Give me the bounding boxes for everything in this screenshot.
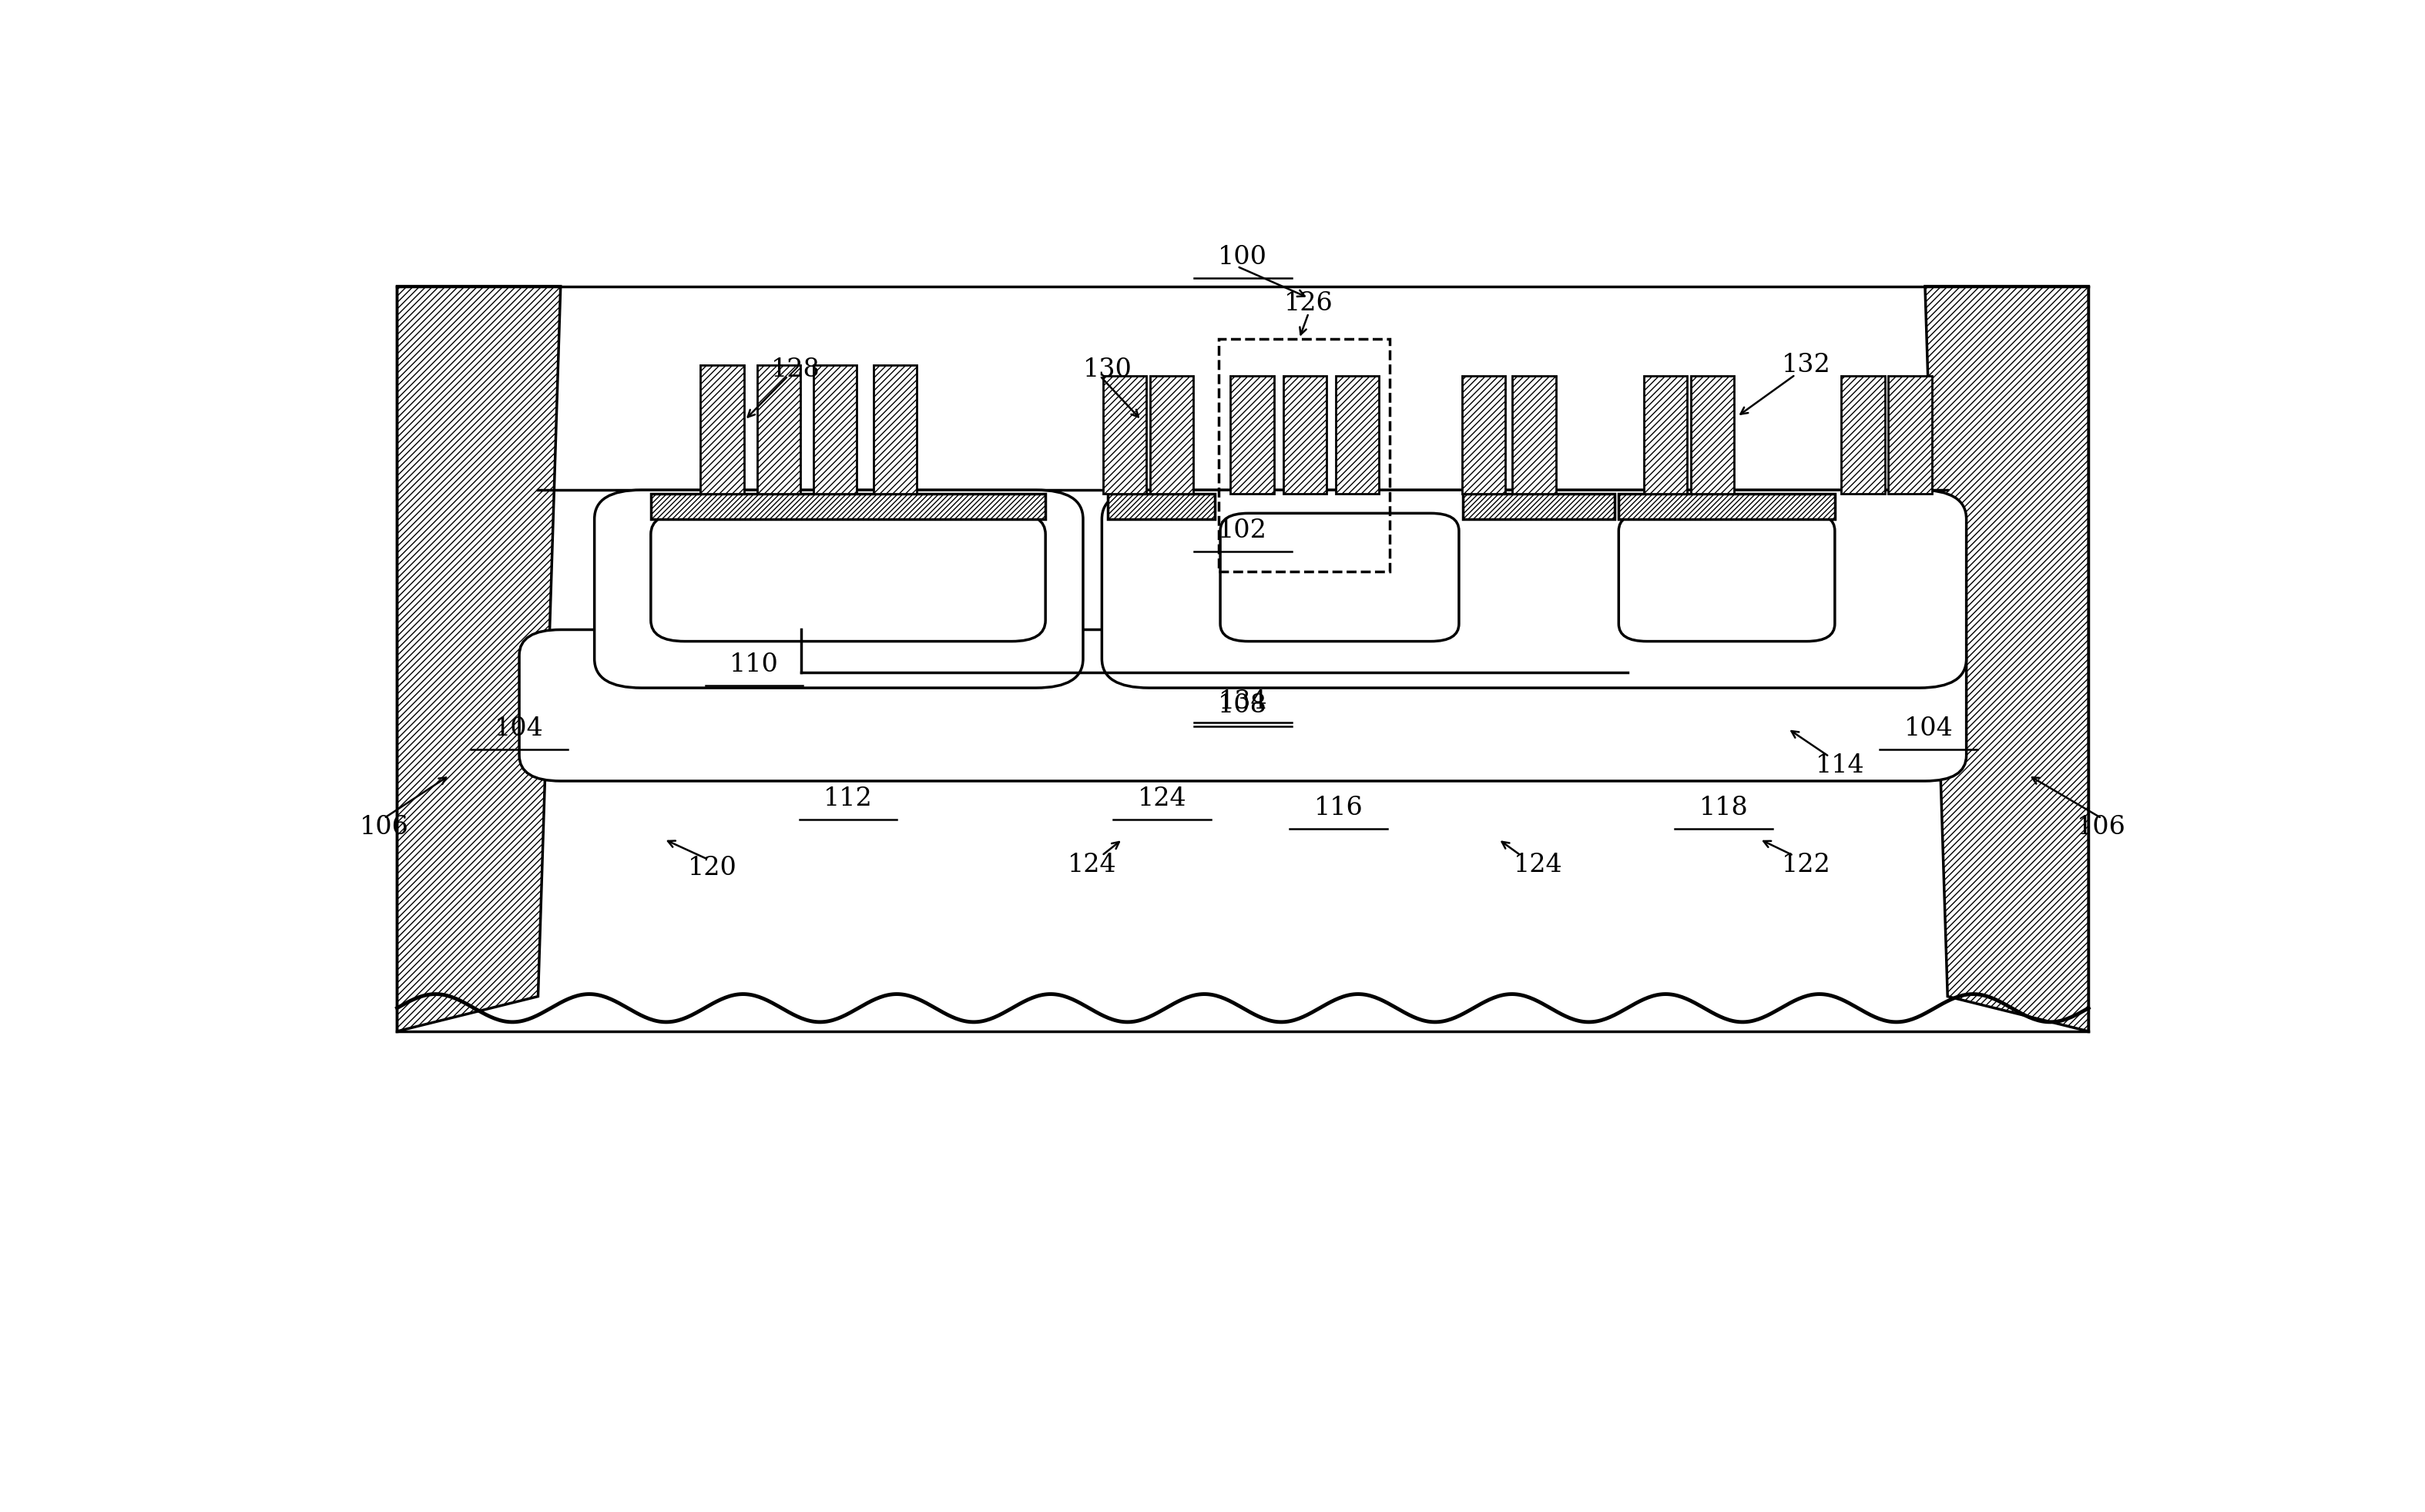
Text: 126: 126 <box>1283 292 1334 316</box>
Polygon shape <box>1925 286 2088 1031</box>
Bar <box>873 366 917 493</box>
Text: 132: 132 <box>1782 354 1831 378</box>
FancyBboxPatch shape <box>1101 490 1967 688</box>
Text: 116: 116 <box>1314 795 1363 820</box>
Bar <box>701 366 744 493</box>
Text: 130: 130 <box>1084 358 1132 383</box>
Bar <box>1841 375 1884 493</box>
Text: 118: 118 <box>1700 795 1748 820</box>
FancyBboxPatch shape <box>519 629 1967 782</box>
Text: 102: 102 <box>1217 519 1268 543</box>
Bar <box>1336 375 1380 493</box>
Bar <box>1217 339 1390 572</box>
Text: 124: 124 <box>1513 853 1562 877</box>
Text: 124: 124 <box>1137 786 1186 810</box>
Text: 110: 110 <box>730 652 778 677</box>
Text: 120: 120 <box>689 856 737 880</box>
Bar <box>1229 375 1273 493</box>
Text: 106: 106 <box>2078 815 2127 841</box>
FancyBboxPatch shape <box>1620 513 1836 641</box>
Bar <box>1644 375 1688 493</box>
Polygon shape <box>398 286 560 1031</box>
Bar <box>1462 375 1506 493</box>
Bar <box>1462 493 1615 519</box>
FancyBboxPatch shape <box>650 513 1045 641</box>
Text: 104: 104 <box>495 717 543 741</box>
Text: 122: 122 <box>1782 853 1831 877</box>
Bar <box>757 366 800 493</box>
Bar <box>1620 493 1836 519</box>
Bar <box>650 493 1045 519</box>
Text: 112: 112 <box>825 786 873 810</box>
Text: 104: 104 <box>1904 717 1955 741</box>
Bar <box>812 366 856 493</box>
Text: 128: 128 <box>771 358 820 383</box>
Bar <box>1149 375 1193 493</box>
Bar <box>1108 493 1215 519</box>
Text: 100: 100 <box>1217 245 1268 269</box>
Text: 114: 114 <box>1816 753 1865 779</box>
FancyBboxPatch shape <box>594 490 1084 688</box>
Text: 108: 108 <box>1217 692 1268 718</box>
Text: 124: 124 <box>1067 853 1118 877</box>
Text: 134: 134 <box>1217 689 1268 714</box>
Text: 106: 106 <box>359 815 407 841</box>
Bar <box>1283 375 1326 493</box>
Bar <box>1103 375 1147 493</box>
Bar <box>1513 375 1557 493</box>
Bar <box>1690 375 1734 493</box>
FancyBboxPatch shape <box>1220 513 1460 641</box>
Bar <box>398 286 2088 1031</box>
Bar <box>1889 375 1933 493</box>
